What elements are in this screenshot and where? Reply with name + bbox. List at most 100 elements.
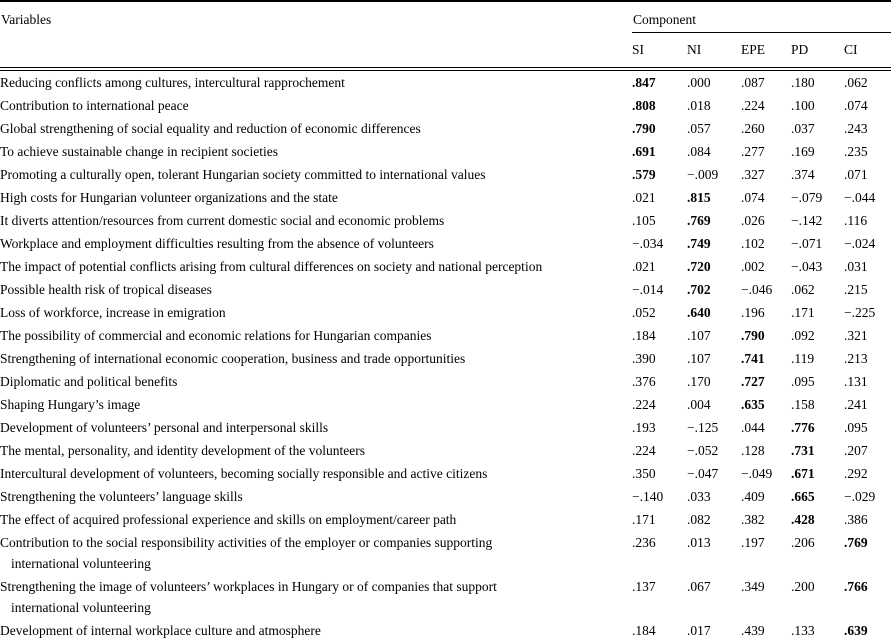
value-cell: −.009 [687,167,719,182]
value-cell: .224 [741,98,765,113]
value-cell: .031 [844,259,868,274]
value-cell: .327 [741,167,765,182]
value-cell: .224 [632,443,656,458]
value-cell: .691 [632,144,656,159]
row-label: Intercultural development of volunteers,… [0,466,488,481]
value-cell: −.071 [791,236,823,251]
value-cell: .137 [632,579,656,594]
row-label: Shaping Hungary’s image [0,397,141,412]
value-cell: −.014 [632,282,664,297]
value-cell: .808 [632,98,656,113]
value-cell: .044 [741,420,765,435]
value-cell: .100 [791,98,815,113]
value-cell: .277 [741,144,765,159]
row-label: Global strengthening of social equality … [0,121,421,136]
value-cell: −.029 [844,489,876,504]
component-header: Component [632,1,891,33]
value-cell: −.034 [632,236,664,251]
value-cell: .349 [741,579,765,594]
value-cell: .665 [791,489,815,504]
value-cell: .062 [844,75,868,90]
value-cell: −.049 [741,466,773,481]
row-label: Contribution to the social responsibilit… [0,535,493,571]
row-label: Workplace and employment difficulties re… [0,236,434,251]
value-cell: .376 [632,374,656,389]
value-cell: .158 [791,397,815,412]
value-cell: .170 [687,374,711,389]
row-label: Strengthening of international economic … [0,351,466,366]
value-cell: .026 [741,213,765,228]
value-cell: .236 [632,535,656,550]
table-row: Development of volunteers’ personal and … [0,416,891,439]
value-cell: .171 [632,512,656,527]
value-cell: .107 [687,328,711,343]
value-cell: .021 [632,190,656,205]
table-row: Strengthening the volunteers’ language s… [0,485,891,508]
value-cell: .727 [741,374,765,389]
value-cell: .037 [791,121,815,136]
value-cell: .374 [791,167,815,182]
table-row: Diplomatic and political benefits .376 .… [0,370,891,393]
table-row: The effect of acquired professional expe… [0,508,891,531]
value-cell: .635 [741,397,765,412]
row-label: High costs for Hungarian volunteer organ… [0,190,338,205]
table-row: Shaping Hungary’s image .224 .004 .635 .… [0,393,891,416]
table-row: Development of internal workplace cultur… [0,619,891,638]
value-cell: −.024 [844,236,876,251]
value-cell: .671 [791,466,815,481]
value-cell: .847 [632,75,656,90]
value-cell: .197 [741,535,765,550]
value-cell: .180 [791,75,815,90]
value-cell: .769 [687,213,711,228]
table-row: It diverts attention/resources from curr… [0,209,891,232]
value-cell: .087 [741,75,765,90]
value-cell: −.079 [791,190,823,205]
value-cell: .002 [741,259,765,274]
table-row: The mental, personality, and identity de… [0,439,891,462]
value-cell: .215 [844,282,868,297]
value-cell: .084 [687,144,711,159]
value-cell: .409 [741,489,765,504]
value-cell: .702 [687,282,711,297]
row-label: Diplomatic and political benefits [0,374,178,389]
row-label: Loss of workforce, increase in emigratio… [0,305,226,320]
value-cell: −.142 [791,213,823,228]
value-cell: .062 [791,282,815,297]
value-cell: .128 [741,443,765,458]
value-cell: .350 [632,466,656,481]
value-cell: .390 [632,351,656,366]
value-cell: .196 [741,305,765,320]
row-label: The effect of acquired professional expe… [0,512,457,527]
value-cell: .439 [741,619,791,638]
value-cell: .074 [844,98,868,113]
row-label: The possibility of commercial and econom… [0,328,432,343]
column-header-ci: CI [844,32,891,71]
row-label: The mental, personality, and identity de… [0,443,366,458]
table-row: To achieve sustainable change in recipie… [0,140,891,163]
value-cell: .169 [791,144,815,159]
value-cell: .193 [632,420,656,435]
value-cell: .790 [741,328,765,343]
row-label: It diverts attention/resources from curr… [0,213,445,228]
column-header-si: SI [632,32,687,71]
row-label: Contribution to international peace [0,98,189,113]
table-body: Reducing conflicts among cultures, inter… [0,69,891,638]
value-cell: .382 [741,512,765,527]
value-cell: −.225 [844,305,876,320]
row-label: To achieve sustainable change in recipie… [0,144,278,159]
value-cell: .776 [791,420,815,435]
table-row: Loss of workforce, increase in emigratio… [0,301,891,324]
value-cell: .213 [844,351,868,366]
value-cell: .105 [632,213,656,228]
table-row: Strengthening of international economic … [0,347,891,370]
value-cell: .033 [687,489,711,504]
header-row-group: Variables Component [0,1,891,71]
value-cell: .386 [844,512,868,527]
value-cell: .321 [844,328,868,343]
value-cell: .102 [741,236,765,251]
table-row: Promoting a culturally open, tolerant Hu… [0,163,891,186]
row-label: The impact of potential conflicts arisin… [0,259,543,274]
row-label: Reducing conflicts among cultures, inter… [0,75,345,90]
table-row: The impact of potential conflicts arisin… [0,255,891,278]
